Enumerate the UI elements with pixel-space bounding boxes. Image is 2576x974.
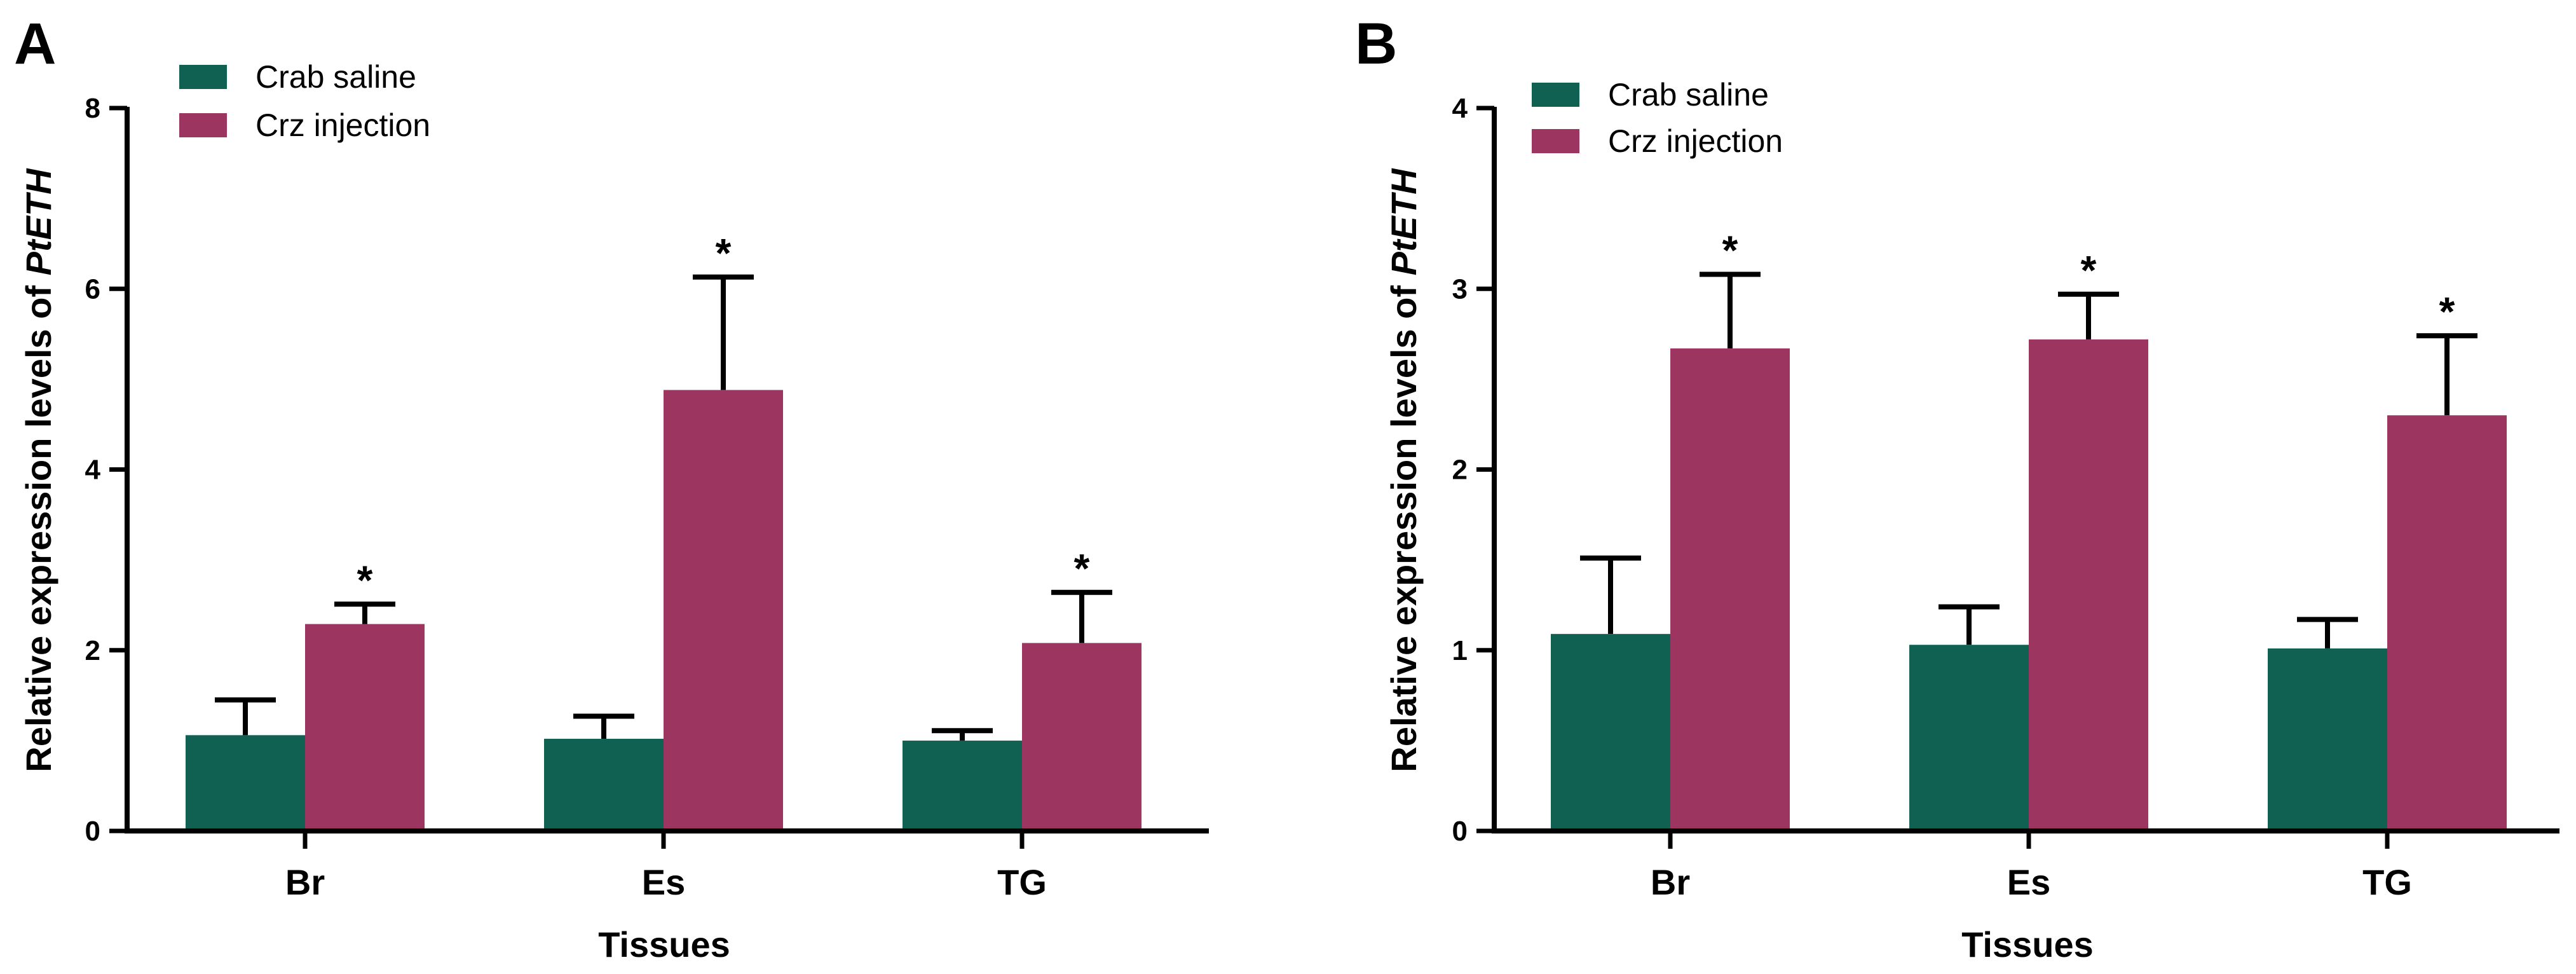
panel-b-legend: Crab saline Crz injection <box>1532 77 1783 159</box>
panel-a-y-tick-label-6: 6 <box>85 273 100 305</box>
panel-b-significance-crz-injection-es: * <box>2081 247 2097 293</box>
panel-b-x-axis-title: Tissues <box>1961 924 2094 964</box>
panel-a-errorbar-crz-injection-br <box>334 601 395 624</box>
panel-a-bar-crab-saline-es <box>544 739 664 831</box>
panel-b-letter: B <box>1355 11 1397 76</box>
panel-b-y-tick-label-1: 1 <box>1452 635 1468 666</box>
panel-b-bar-crz-injection-tg <box>2387 415 2507 831</box>
panel-b-y-tick-label-3: 3 <box>1452 273 1468 305</box>
panel-a-y-tick-label-0: 0 <box>85 816 100 847</box>
panel-b-x-tick-label-tg: TG <box>2362 862 2412 902</box>
panel-b-errorbar-crab-saline-es <box>1939 604 2000 645</box>
panel-a-legend: Crab saline Crz injection <box>179 59 430 143</box>
panel-a-y-tick-label-2: 2 <box>85 635 100 666</box>
panel-a-x-axis-title: Tissues <box>598 924 730 964</box>
panel-b-bar-crz-injection-es <box>2029 339 2148 831</box>
panel-b-y-axis-title-prefix: Relative expression levels of <box>1384 275 1424 772</box>
panel-b-errorbar-crz-injection-tg <box>2416 333 2477 416</box>
panel-a-y-tick-label-4: 4 <box>85 455 101 486</box>
panel-a-y-axis-title-prefix: Relative expression levels of <box>18 275 58 772</box>
panel-a-legend-label-crz-injection: Crz injection <box>256 107 430 143</box>
panel-a-x-tick-label-es: Es <box>642 862 686 902</box>
panel-b-errorbar-crab-saline-br <box>1580 555 1641 634</box>
panel-a-legend-swatch-crab-saline <box>179 65 227 89</box>
panel-b-errorbar-crz-injection-br <box>1700 271 1761 349</box>
panel-a-errorbar-crab-saline-br <box>215 697 276 736</box>
panel-a-errorbar-crab-saline-tg <box>932 728 993 741</box>
panel-b-y-axis-title: Relative expression levels of PtETH <box>1384 168 1424 772</box>
panel-a-significance-crz-injection-tg: * <box>1074 545 1090 591</box>
panel-b-legend-label-crz-injection: Crz injection <box>1608 123 1783 159</box>
panel-b-bar-crab-saline-br <box>1551 634 1670 831</box>
panel-b-plot-area: * * * 0 1 2 3 4 Br Es TG <box>1452 93 2559 902</box>
panel-b-y-tick-label-0: 0 <box>1452 816 1468 847</box>
panel-a-errorbar-crz-injection-tg <box>1051 589 1112 643</box>
panel-a-significance-crz-injection-br: * <box>357 557 373 603</box>
panel-a-errorbar-crab-saline-es <box>573 713 634 739</box>
panel-a-bar-crz-injection-br <box>305 624 425 831</box>
panel-b-y-tick-label-2: 2 <box>1452 455 1468 486</box>
panel-b-errorbar-crab-saline-tg <box>2297 617 2358 648</box>
panel-b-y-axis-title-gene: PtETH <box>1384 168 1424 276</box>
panel-a-y-axis-title: Relative expression levels of PtETH <box>18 168 58 772</box>
panel-a-letter: A <box>14 11 56 76</box>
panel-a-bar-crab-saline-tg <box>903 740 1022 831</box>
panel-b-errorbar-crz-injection-es <box>2058 291 2119 340</box>
panel-b-legend-swatch-crab-saline <box>1532 83 1579 107</box>
panel-b-y-tick-label-4: 4 <box>1452 93 1468 124</box>
panel-b-significance-crz-injection-tg: * <box>2439 289 2455 334</box>
panel-b-legend-swatch-crz-injection <box>1532 129 1579 153</box>
panel-b: B Relative expression levels of PtETH Ti… <box>1355 11 2559 964</box>
panel-a-legend-label-crab-saline: Crab saline <box>256 59 416 95</box>
panel-a-plot-area: * * * 0 2 4 6 8 Br Es TG <box>85 93 1209 902</box>
panel-a-bar-crz-injection-tg <box>1022 643 1141 831</box>
panel-a: A Relative expression levels of PtETH Ti… <box>14 11 1209 964</box>
panel-a-bar-crab-saline-br <box>186 735 305 831</box>
panel-b-legend-label-crab-saline: Crab saline <box>1608 77 1769 113</box>
panel-b-x-tick-label-es: Es <box>2007 862 2051 902</box>
panel-a-x-tick-label-tg: TG <box>997 862 1047 902</box>
panel-b-bar-crab-saline-tg <box>2268 648 2387 831</box>
panel-a-x-tick-label-br: Br <box>285 862 325 902</box>
panel-a-y-tick-label-8: 8 <box>85 93 100 124</box>
panel-b-bar-crab-saline-es <box>1909 645 2029 831</box>
panel-b-significance-crz-injection-br: * <box>1722 228 1738 273</box>
panel-a-y-axis-title-gene: PtETH <box>18 168 58 276</box>
panel-b-x-tick-label-br: Br <box>1651 862 1690 902</box>
panel-a-errorbar-crz-injection-es <box>693 274 754 390</box>
panel-b-bar-crz-injection-br <box>1670 348 1790 831</box>
panel-a-significance-crz-injection-es: * <box>716 230 732 276</box>
panel-a-legend-swatch-crz-injection <box>179 113 227 137</box>
panel-a-bar-crz-injection-es <box>664 390 783 831</box>
